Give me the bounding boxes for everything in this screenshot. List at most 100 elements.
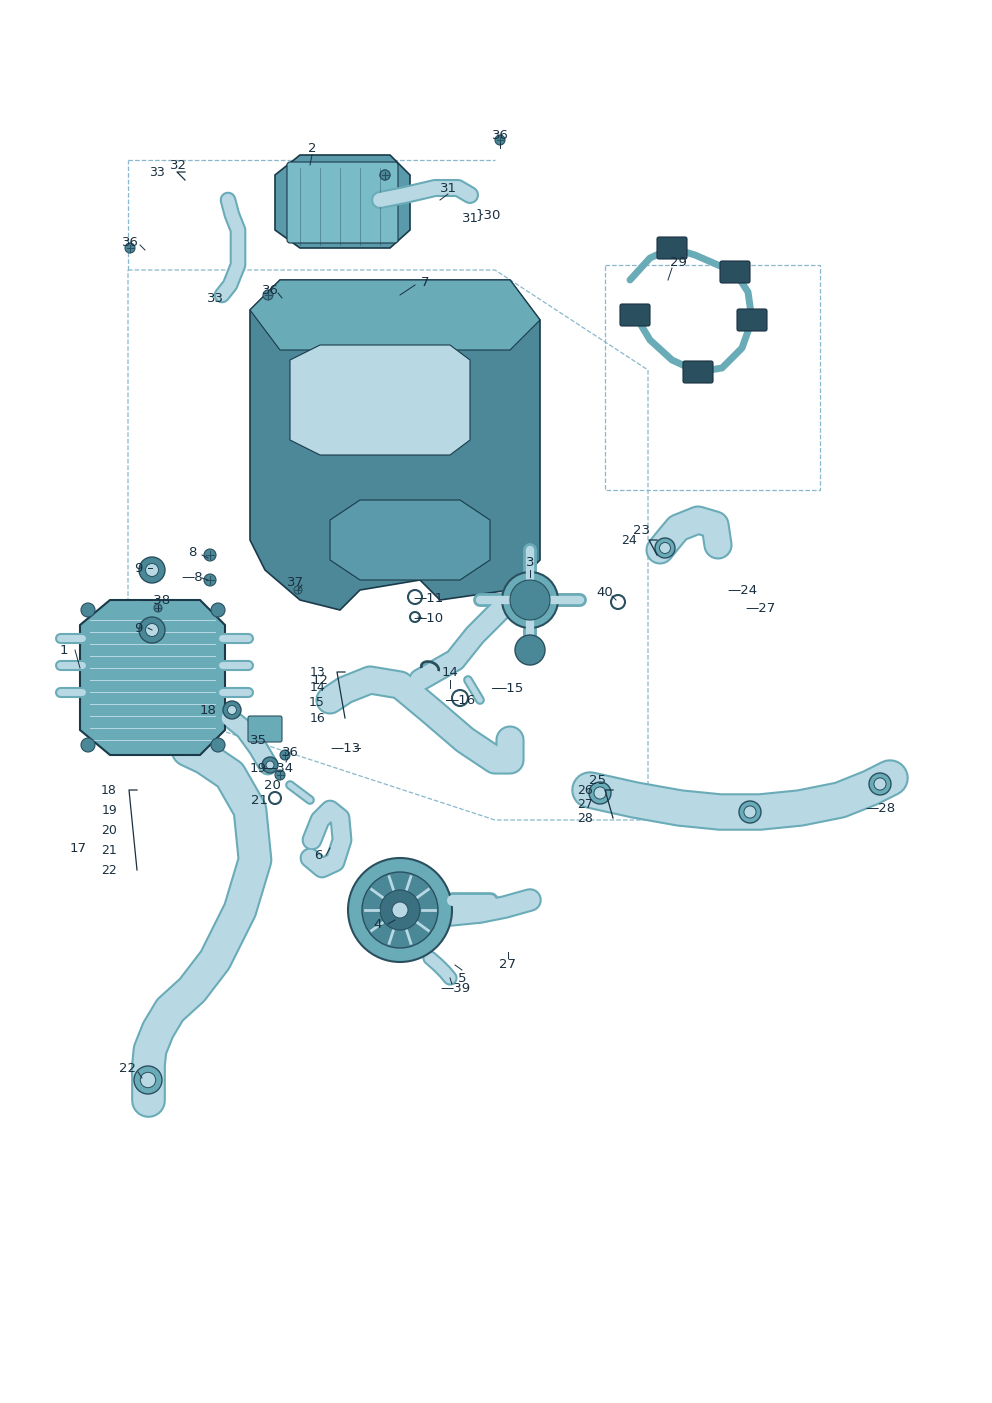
FancyBboxPatch shape [657, 237, 687, 260]
Circle shape [380, 170, 390, 180]
Text: 5: 5 [457, 971, 466, 985]
Polygon shape [290, 345, 470, 455]
Circle shape [227, 706, 236, 714]
FancyBboxPatch shape [248, 716, 282, 742]
Circle shape [266, 760, 274, 769]
Text: 40: 40 [596, 585, 613, 599]
Circle shape [502, 572, 558, 629]
Text: —39: —39 [439, 982, 470, 995]
Text: 36: 36 [262, 283, 279, 296]
FancyBboxPatch shape [720, 261, 750, 283]
Text: 9: 9 [134, 561, 142, 574]
Text: 18: 18 [199, 703, 216, 717]
Circle shape [81, 738, 95, 752]
Circle shape [125, 243, 135, 253]
Text: 32: 32 [170, 159, 186, 171]
Circle shape [874, 777, 886, 790]
Circle shape [392, 902, 408, 918]
Polygon shape [330, 499, 490, 579]
Text: 6: 6 [313, 849, 322, 861]
Text: 22: 22 [119, 1062, 137, 1075]
Circle shape [223, 702, 241, 718]
Text: 9: 9 [134, 622, 142, 634]
Polygon shape [250, 281, 540, 610]
Text: 14: 14 [310, 680, 325, 694]
Circle shape [594, 787, 606, 800]
Text: 27: 27 [500, 958, 517, 971]
Circle shape [739, 801, 761, 824]
Circle shape [262, 758, 278, 773]
Text: 36: 36 [122, 236, 139, 248]
Text: 22: 22 [101, 863, 117, 877]
Text: —24: —24 [727, 584, 757, 596]
Circle shape [146, 564, 159, 577]
Text: —38: —38 [140, 593, 170, 606]
Circle shape [655, 537, 675, 558]
Text: 3: 3 [526, 556, 535, 568]
Circle shape [380, 170, 390, 180]
Text: 2: 2 [308, 142, 316, 154]
Text: 35: 35 [250, 734, 267, 746]
Text: 19: 19 [250, 762, 267, 774]
Text: 23: 23 [634, 523, 651, 536]
Text: —15: —15 [493, 682, 523, 694]
Polygon shape [80, 600, 225, 755]
Circle shape [139, 557, 165, 584]
Circle shape [869, 773, 891, 796]
Text: 31: 31 [439, 181, 456, 195]
Text: 26: 26 [577, 783, 593, 797]
Text: 13: 13 [310, 665, 325, 679]
Text: 37: 37 [287, 575, 304, 588]
Circle shape [380, 890, 420, 930]
Text: 14: 14 [441, 665, 458, 679]
Text: 33: 33 [206, 292, 223, 304]
Circle shape [660, 543, 671, 554]
Text: —16: —16 [445, 693, 475, 707]
Circle shape [263, 290, 273, 300]
Text: 15: 15 [310, 696, 325, 709]
FancyBboxPatch shape [737, 309, 767, 331]
FancyBboxPatch shape [620, 304, 650, 325]
Text: 20: 20 [101, 824, 117, 836]
Text: —34: —34 [263, 762, 293, 774]
Text: }30: }30 [475, 209, 501, 222]
Text: 1: 1 [60, 644, 68, 657]
Circle shape [154, 605, 162, 612]
Text: 33: 33 [149, 166, 165, 178]
Text: 29: 29 [670, 255, 686, 268]
Circle shape [204, 549, 216, 561]
Text: 8: 8 [187, 546, 196, 558]
Text: 36: 36 [282, 745, 299, 759]
Circle shape [81, 603, 95, 617]
Circle shape [744, 805, 756, 818]
Circle shape [589, 781, 611, 804]
Circle shape [294, 586, 302, 593]
Text: 17: 17 [69, 842, 86, 854]
Circle shape [134, 1066, 162, 1094]
Text: 31: 31 [461, 212, 478, 224]
Text: 21: 21 [252, 794, 269, 807]
Circle shape [495, 135, 505, 145]
Text: 27: 27 [577, 797, 593, 811]
FancyBboxPatch shape [683, 361, 713, 383]
Text: —13: —13 [330, 742, 360, 755]
Circle shape [362, 873, 438, 948]
Circle shape [510, 579, 550, 620]
Circle shape [211, 738, 225, 752]
Text: —10: —10 [413, 612, 443, 624]
Polygon shape [250, 281, 540, 349]
Text: 19: 19 [101, 804, 117, 817]
Circle shape [204, 574, 216, 586]
Text: 36: 36 [492, 129, 509, 142]
Text: 24: 24 [621, 533, 637, 547]
Circle shape [146, 623, 159, 637]
Text: 18: 18 [101, 783, 117, 797]
Text: —8: —8 [182, 571, 202, 584]
Text: 12: 12 [311, 673, 328, 686]
Text: —11: —11 [413, 592, 443, 605]
Circle shape [280, 751, 290, 760]
Circle shape [275, 770, 285, 780]
Text: 20: 20 [264, 779, 281, 791]
Circle shape [139, 617, 165, 643]
Circle shape [211, 603, 225, 617]
